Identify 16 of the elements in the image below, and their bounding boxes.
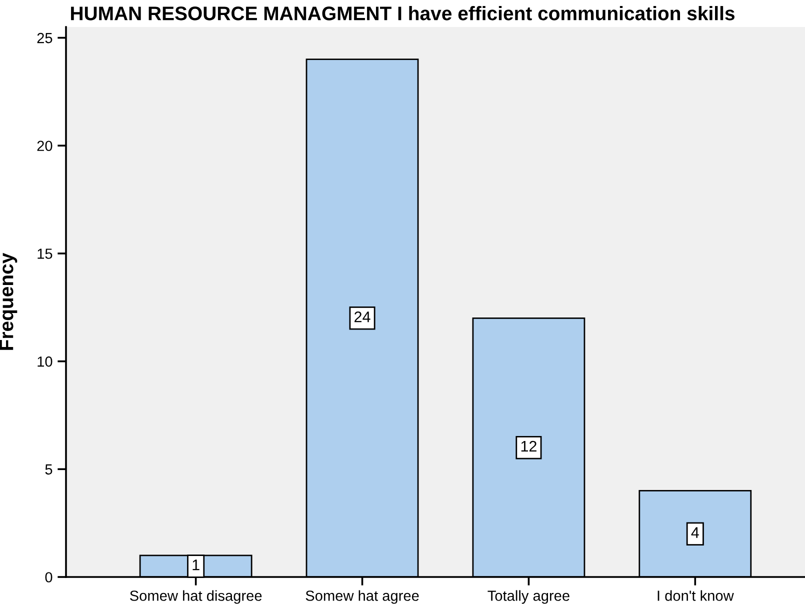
x-tick-label: Somew hat agree: [306, 590, 419, 604]
y-axis-title: Frequency: [0, 252, 18, 350]
data-label: 4: [691, 527, 699, 538]
x-tick-label: Somew hat disagree: [130, 590, 262, 604]
chart-title: HUMAN RESOURCE MANAGMENT I have efficient communication skills: [71, 6, 734, 20]
data-label: 24: [354, 311, 370, 322]
data-label: 12: [521, 440, 536, 452]
x-tick-label: Totally agree: [488, 590, 570, 604]
y-tick-label: 20: [37, 140, 52, 152]
y-tick-label: 25: [37, 32, 52, 44]
y-tick-label: 5: [45, 464, 52, 475]
data-label: 1: [192, 560, 200, 570]
x-tick-label: I don't know: [658, 590, 734, 601]
y-tick-label: 10: [38, 356, 52, 367]
y-tick-label: 15: [38, 248, 52, 259]
y-tick-label: 0: [45, 572, 52, 582]
